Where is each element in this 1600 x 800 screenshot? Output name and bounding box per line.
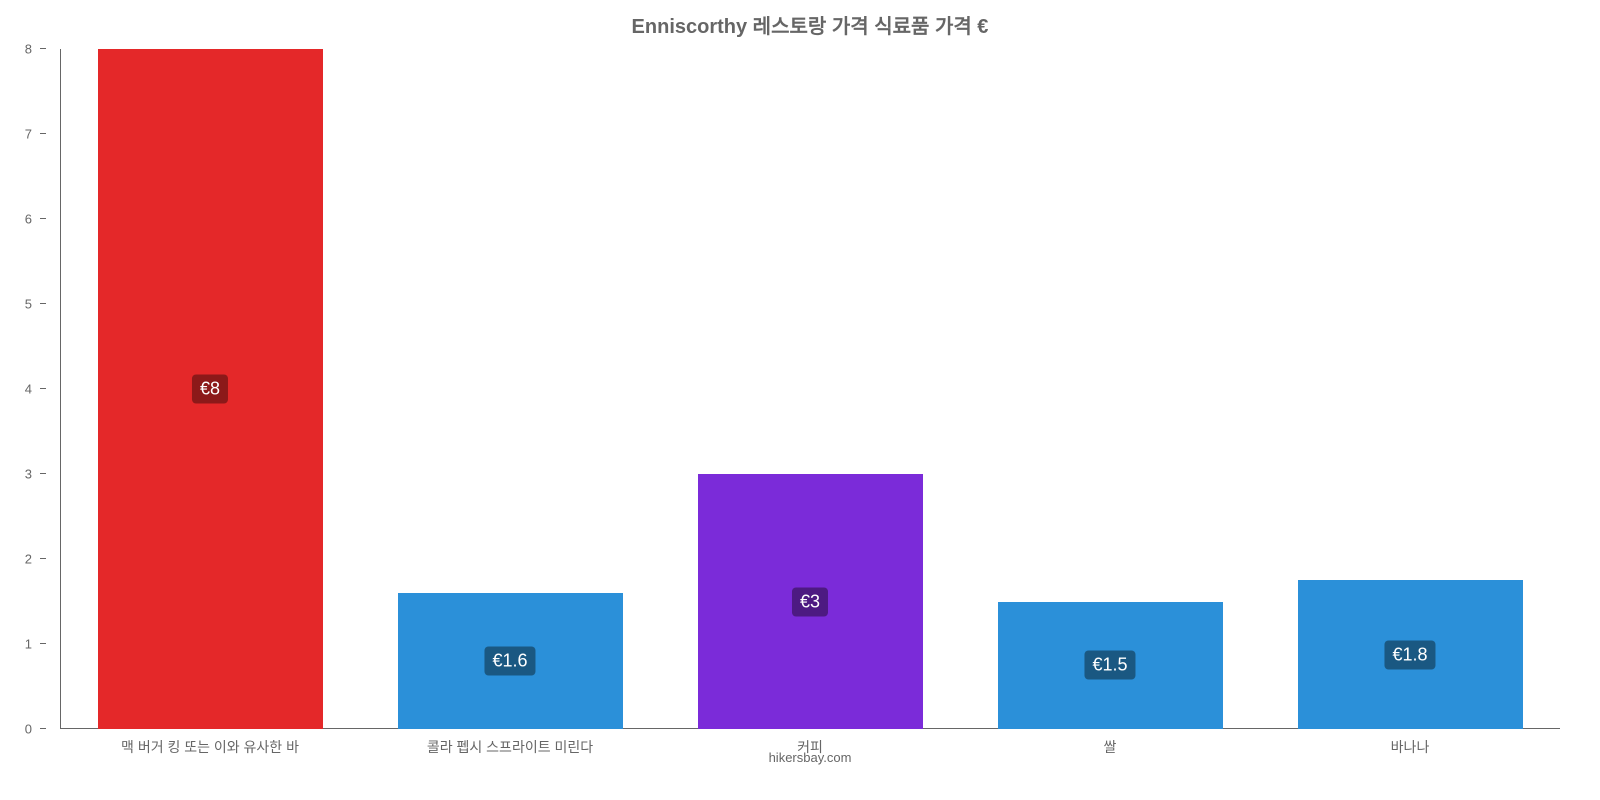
bar: €8 [98, 49, 323, 729]
y-tick-mark [40, 728, 46, 729]
bar: €1.6 [398, 593, 623, 729]
y-tick-mark [40, 303, 46, 304]
bar-value-badge: €8 [192, 375, 228, 404]
bar: €1.5 [998, 602, 1223, 730]
y-tick-label: 4 [25, 382, 32, 397]
y-tick-label: 6 [25, 212, 32, 227]
y-tick-mark [40, 133, 46, 134]
source-label: hikersbay.com [40, 750, 1580, 765]
y-tick-label: 1 [25, 637, 32, 652]
y-tick-mark [40, 48, 46, 49]
y-tick-mark [40, 558, 46, 559]
plot-area: 012345678 €8€1.6€3€1.5€1.8 맥 버거 킹 또는 이와 … [60, 49, 1560, 729]
y-tick-label: 2 [25, 552, 32, 567]
y-tick-mark [40, 218, 46, 219]
y-tick-label: 7 [25, 127, 32, 142]
y-tick-mark [40, 643, 46, 644]
bars-group: €8 €1.6 €3 €1.5 €1.8 [60, 49, 1560, 729]
bar-value-badge: €1.5 [1084, 651, 1135, 680]
y-tick-label: 3 [25, 467, 32, 482]
chart-title: Enniscorthy 레스토랑 가격 식료품 가격 € [40, 10, 1580, 39]
bar: €3 [698, 474, 923, 729]
bar-value-badge: €1.8 [1384, 640, 1435, 669]
y-tick-mark [40, 473, 46, 474]
bar-value-badge: €3 [792, 587, 828, 616]
y-tick-label: 5 [25, 297, 32, 312]
y-tick-label: 8 [25, 42, 32, 57]
y-tick-label: 0 [25, 722, 32, 737]
y-tick-mark [40, 388, 46, 389]
bar-value-badge: €1.6 [484, 647, 535, 676]
chart-container: Enniscorthy 레스토랑 가격 식료품 가격 € 012345678 €… [40, 10, 1580, 790]
bar: €1.8 [1298, 580, 1523, 729]
